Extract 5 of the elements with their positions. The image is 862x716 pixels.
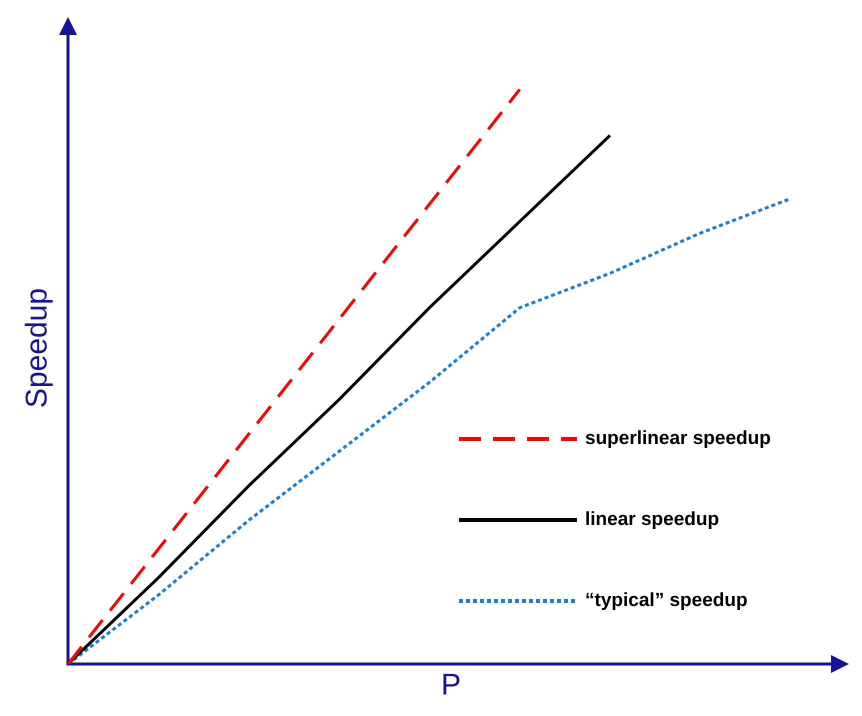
legend-label: “typical” speedup [585,590,748,612]
x-axis-title: P [440,668,462,702]
text: superlinear speedup [585,428,771,450]
legend-label: linear speedup [585,509,720,531]
y-axis-title: Speedup [20,288,54,408]
